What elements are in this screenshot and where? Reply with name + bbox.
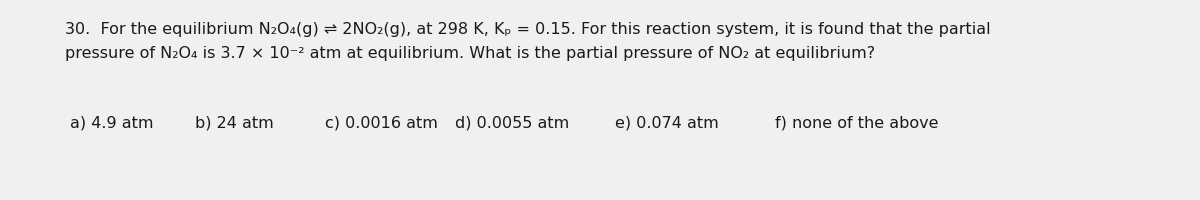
Text: e) 0.074 atm: e) 0.074 atm: [616, 115, 719, 130]
Text: 30.  For the equilibrium N₂O₄(g) ⇌ 2NO₂(g), at 298 K, Kₚ = 0.15. For this reacti: 30. For the equilibrium N₂O₄(g) ⇌ 2NO₂(g…: [65, 22, 991, 37]
Text: f) none of the above: f) none of the above: [775, 115, 938, 130]
Text: d) 0.0055 atm: d) 0.0055 atm: [455, 115, 569, 130]
Text: a) 4.9 atm: a) 4.9 atm: [70, 115, 154, 130]
Text: c) 0.0016 atm: c) 0.0016 atm: [325, 115, 438, 130]
Text: b) 24 atm: b) 24 atm: [194, 115, 274, 130]
Text: pressure of N₂O₄ is 3.7 × 10⁻² atm at equilibrium. What is the partial pressure : pressure of N₂O₄ is 3.7 × 10⁻² atm at eq…: [65, 46, 875, 61]
